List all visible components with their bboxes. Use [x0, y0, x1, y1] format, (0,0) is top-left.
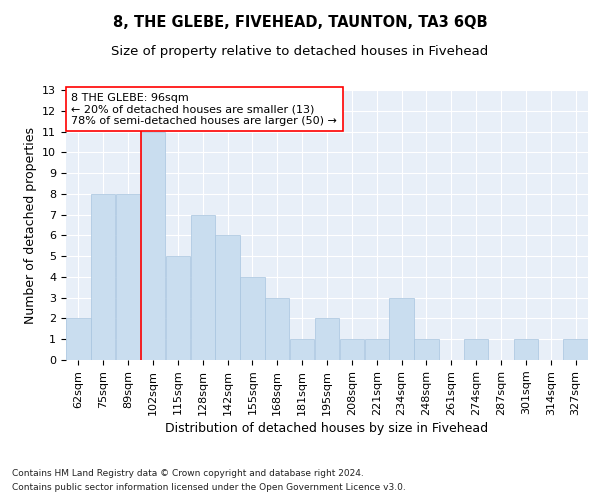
Text: 8 THE GLEBE: 96sqm
← 20% of detached houses are smaller (13)
78% of semi-detache: 8 THE GLEBE: 96sqm ← 20% of detached hou… — [71, 92, 337, 126]
Bar — [340, 339, 364, 360]
Bar — [141, 132, 165, 360]
Text: Size of property relative to detached houses in Fivehead: Size of property relative to detached ho… — [112, 45, 488, 58]
Text: 8, THE GLEBE, FIVEHEAD, TAUNTON, TA3 6QB: 8, THE GLEBE, FIVEHEAD, TAUNTON, TA3 6QB — [113, 15, 487, 30]
Bar — [66, 318, 91, 360]
Bar — [116, 194, 140, 360]
Bar — [389, 298, 414, 360]
Bar — [315, 318, 339, 360]
Bar — [265, 298, 289, 360]
Bar — [91, 194, 115, 360]
Text: Contains HM Land Registry data © Crown copyright and database right 2024.: Contains HM Land Registry data © Crown c… — [12, 468, 364, 477]
Bar — [191, 214, 215, 360]
Bar — [166, 256, 190, 360]
Bar — [290, 339, 314, 360]
Bar — [414, 339, 439, 360]
Text: Contains public sector information licensed under the Open Government Licence v3: Contains public sector information licen… — [12, 484, 406, 492]
Bar — [215, 236, 240, 360]
Bar — [365, 339, 389, 360]
X-axis label: Distribution of detached houses by size in Fivehead: Distribution of detached houses by size … — [166, 422, 488, 435]
Bar — [563, 339, 588, 360]
Y-axis label: Number of detached properties: Number of detached properties — [23, 126, 37, 324]
Bar — [240, 277, 265, 360]
Bar — [464, 339, 488, 360]
Bar — [514, 339, 538, 360]
